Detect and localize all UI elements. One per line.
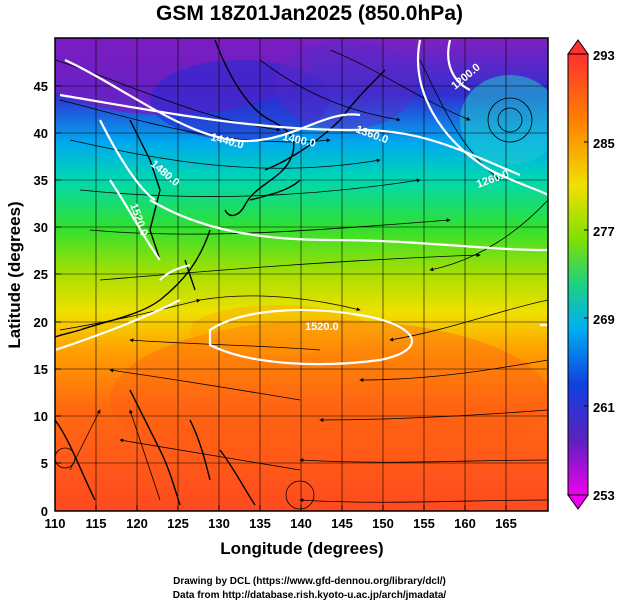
x-tick-label: 165 bbox=[495, 516, 517, 531]
y-tick-label: 25 bbox=[34, 267, 48, 282]
y-tick-label: 0 bbox=[41, 504, 48, 519]
y-axis-label: Latitude (degrees) bbox=[5, 201, 24, 348]
x-tick-label: 140 bbox=[290, 516, 312, 531]
height-contours bbox=[55, 39, 548, 366]
colorbar-tick-label: 293 bbox=[593, 48, 615, 63]
map-title: GSM 18Z01Jan2025 (850.0hPa) bbox=[155, 2, 463, 25]
y-tick-label: 20 bbox=[34, 315, 48, 330]
colorbar: 293 285 277 269 261 253 bbox=[567, 39, 615, 510]
grid-lines bbox=[55, 38, 548, 511]
colorbar-scale bbox=[567, 53, 589, 496]
y-tick-label: 15 bbox=[34, 362, 48, 377]
colorbar-tick-label: 253 bbox=[593, 488, 615, 503]
y-tick-label: 45 bbox=[34, 79, 48, 94]
x-axis-label: Longitude (degrees) bbox=[220, 539, 383, 558]
colorbar-min-arrow bbox=[567, 494, 589, 510]
x-axis: 110 115 120 125 130 135 140 145 150 155 … bbox=[45, 505, 517, 558]
colorbar-max-arrow bbox=[567, 39, 589, 55]
temperature-field bbox=[55, 38, 548, 511]
contour-label: 1520.0 bbox=[305, 321, 339, 333]
colorbar-tick-label: 277 bbox=[593, 224, 615, 239]
x-tick-label: 130 bbox=[208, 516, 230, 531]
y-tick-label: 35 bbox=[34, 173, 48, 188]
x-tick-label: 120 bbox=[126, 516, 148, 531]
credit-drawing: Drawing by DCL (https://www.gfd-dennou.o… bbox=[173, 576, 446, 587]
coastlines bbox=[55, 39, 386, 506]
y-tick-label: 10 bbox=[34, 409, 48, 424]
y-tick-label: 30 bbox=[34, 220, 48, 235]
colorbar-tick-label: 269 bbox=[593, 312, 615, 327]
x-tick-label: 145 bbox=[331, 516, 353, 531]
x-tick-label: 135 bbox=[249, 516, 271, 531]
x-tick-label: 125 bbox=[167, 516, 189, 531]
credit-data: Data from http://database.rish.kyoto-u.a… bbox=[172, 590, 447, 601]
x-tick-label: 150 bbox=[372, 516, 394, 531]
x-tick-label: 155 bbox=[413, 516, 435, 531]
x-tick-label: 115 bbox=[86, 516, 107, 531]
colorbar-tick-label: 285 bbox=[593, 136, 615, 151]
x-tick-label: 110 bbox=[45, 516, 66, 531]
x-tick-label: 160 bbox=[454, 516, 476, 531]
y-axis: 0 5 10 15 20 25 30 35 40 45 Latitude (de… bbox=[5, 79, 61, 519]
y-tick-label: 5 bbox=[41, 456, 48, 471]
y-tick-label: 40 bbox=[34, 126, 48, 141]
colorbar-tick-label: 261 bbox=[593, 400, 615, 415]
